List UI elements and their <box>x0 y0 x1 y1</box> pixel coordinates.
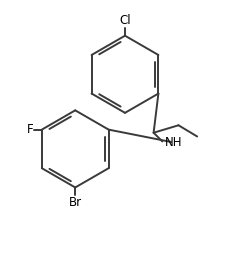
Text: Br: Br <box>69 196 82 209</box>
Text: F: F <box>26 123 33 136</box>
Text: Cl: Cl <box>119 14 131 27</box>
Text: NH: NH <box>165 136 182 149</box>
